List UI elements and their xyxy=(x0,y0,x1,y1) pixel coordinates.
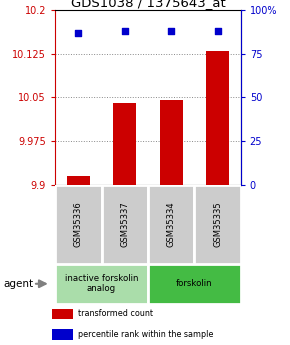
Text: GSM35337: GSM35337 xyxy=(120,201,129,247)
Bar xyxy=(113,103,136,185)
Text: agent: agent xyxy=(3,279,33,289)
Bar xyxy=(194,185,241,264)
Bar xyxy=(52,329,72,340)
Title: GDS1038 / 1375643_at: GDS1038 / 1375643_at xyxy=(70,0,225,9)
Bar xyxy=(160,100,183,185)
Text: forskolin: forskolin xyxy=(176,279,213,288)
Bar xyxy=(55,264,148,304)
Text: transformed count: transformed count xyxy=(78,309,153,318)
Text: percentile rank within the sample: percentile rank within the sample xyxy=(78,330,214,339)
Point xyxy=(169,29,173,34)
Text: inactive forskolin
analog: inactive forskolin analog xyxy=(65,274,138,294)
Bar xyxy=(52,308,72,319)
Bar xyxy=(206,51,229,185)
Text: GSM35336: GSM35336 xyxy=(74,201,83,247)
Text: GSM35335: GSM35335 xyxy=(213,201,222,247)
Text: GSM35334: GSM35334 xyxy=(166,201,176,247)
Bar xyxy=(148,185,194,264)
Point xyxy=(122,29,127,34)
Bar xyxy=(67,176,90,185)
Point xyxy=(76,30,81,36)
Point xyxy=(215,29,220,34)
Bar xyxy=(102,185,148,264)
Bar xyxy=(148,264,241,304)
Bar xyxy=(55,185,102,264)
